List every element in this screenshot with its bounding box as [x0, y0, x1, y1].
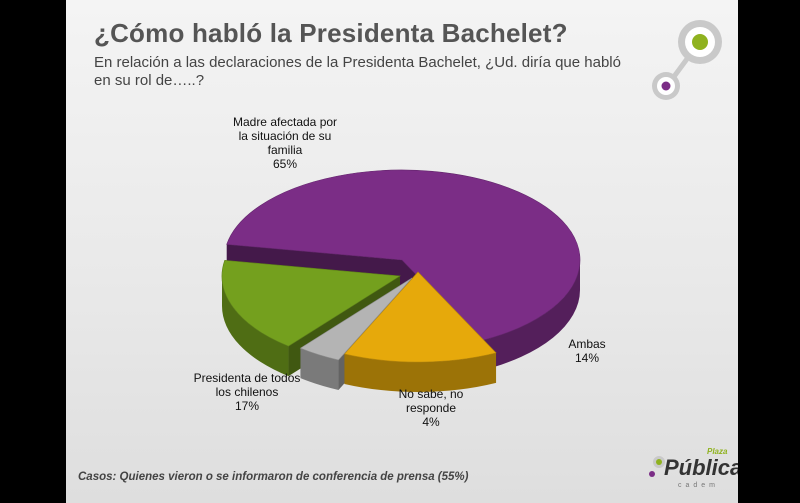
chart-title: ¿Cómo habló la Presidenta Bachelet? — [94, 18, 568, 48]
pie-slice — [221, 260, 401, 347]
logo-icon — [652, 20, 722, 100]
slice-label: Madre afectada por la situación de su fami… — [233, 115, 337, 171]
slice-label: Ambas 14% — [568, 337, 605, 365]
brand-sub: cadem — [678, 482, 720, 489]
pie-slice — [299, 277, 413, 361]
pie-slice — [226, 169, 581, 342]
footnote: Casos: Quienes vieron o se informaron de… — [78, 471, 469, 483]
pie-chart: Madre afectada por la situación de su fami… — [194, 20, 722, 477]
slice-label: Presidenta de todos los chilenos 17% — [194, 371, 301, 413]
brand-name: Pública — [664, 455, 738, 480]
brand-mark-icon — [649, 456, 665, 477]
slide: ¿Cómo habló la Presidenta Bachelet? En r… — [66, 0, 738, 503]
chart-subtitle: En relación a las declaraciones de la Pr… — [94, 54, 621, 89]
brand-tag: Plaza — [707, 447, 728, 456]
slice-label: No sabe, no responde 4% — [399, 387, 464, 429]
pie-slice — [343, 271, 497, 363]
